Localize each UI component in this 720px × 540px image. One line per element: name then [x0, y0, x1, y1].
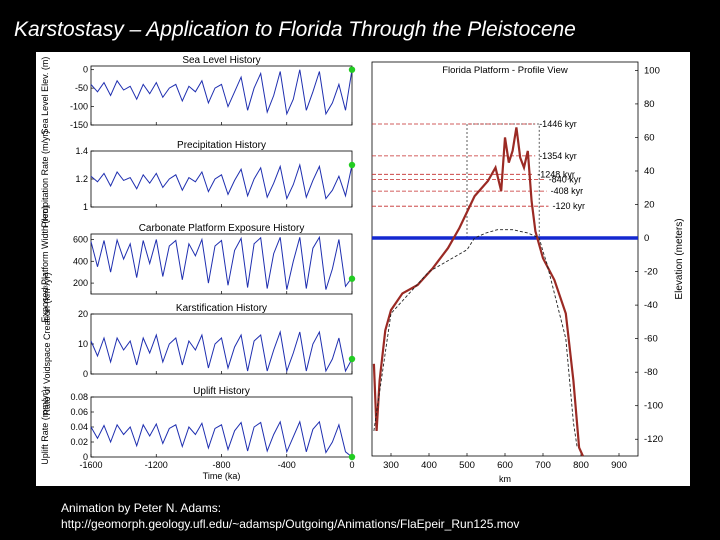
initial-profile-line — [373, 229, 578, 448]
x-axis-label: km — [499, 474, 511, 484]
x-tick-label: -1200 — [145, 460, 168, 470]
y-axis-label: Elevation (meters) — [674, 218, 685, 299]
figure-panel: Sea Level History 0 -50 -100 -150 Sea Level E… — [36, 52, 690, 486]
history-panel-1: Sea Level History 0 -50 -100 -150 Sea Level E… — [40, 55, 356, 135]
y-tick-label: -20 — [644, 267, 658, 278]
y-axis-label: Sea Level Elev. (m) — [40, 57, 50, 135]
highstand-label: -840 kyr — [549, 174, 582, 184]
y-axis-label: Rate of Voidspace Creation (km³/yr) — [42, 272, 52, 415]
y-tick-label: 20 — [78, 309, 88, 319]
y-tick-label: -100 — [644, 401, 663, 412]
panel-title: Uplift History — [193, 386, 250, 397]
history-panel-5: Uplift History 0.08 0.06 0.04 0.02 0 Uplift Ra… — [40, 386, 356, 481]
panel-frame — [90, 150, 353, 208]
x-tick-label: 500 — [459, 460, 475, 471]
highstand-label: -1446 kyr — [539, 119, 577, 129]
series-line — [90, 163, 353, 201]
y-axis-label: Exposed Platform Width (km) — [40, 205, 50, 322]
y-tick-label: 20 — [644, 200, 655, 211]
y-tick-label: 0.04 — [70, 422, 88, 432]
current-time-marker — [348, 275, 356, 282]
current-profile-line — [372, 127, 584, 457]
y-tick-label: 0 — [644, 233, 649, 244]
x-axis-label: Time (ka) — [203, 471, 241, 481]
y-tick-label: 0 — [83, 369, 88, 379]
x-tick-label: 900 — [611, 460, 627, 471]
panel-frame — [90, 65, 353, 126]
x-tick-label: 800 — [573, 460, 589, 471]
y-tick-label: 200 — [73, 278, 88, 288]
y-tick-label: 1.4 — [75, 146, 88, 156]
y-tick-label: -50 — [75, 83, 88, 93]
figure-canvas: Sea Level History 0 -50 -100 -150 Sea Level E… — [40, 55, 685, 484]
panel-frame — [90, 396, 353, 458]
x-tick-label: -1600 — [79, 460, 102, 470]
series-line — [90, 330, 353, 373]
panel-title: Karstification History — [176, 303, 267, 314]
y-tick-label: -40 — [644, 300, 658, 311]
y-tick-label: -120 — [644, 434, 663, 445]
x-tick-label: 0 — [349, 460, 354, 470]
series-line — [90, 235, 353, 290]
y-tick-label: 0.02 — [70, 437, 88, 447]
y-tick-label: 0.06 — [70, 407, 88, 417]
x-tick-label: -800 — [212, 460, 230, 470]
y-tick-label: -60 — [644, 334, 658, 345]
y-tick-label: 100 — [644, 65, 660, 76]
profile-frame — [371, 61, 639, 457]
y-tick-label: 400 — [73, 256, 88, 266]
credit-author: Animation by Peter N. Adams: — [61, 501, 222, 515]
panel-title: Sea Level History — [182, 55, 260, 66]
y-tick-label: 1 — [83, 202, 88, 212]
series-line — [90, 420, 353, 458]
panel-title: Precipitation History — [177, 140, 266, 151]
history-panel-4: Karstification History 20 10 0 Rate of Voids… — [42, 272, 356, 416]
y-tick-label: 40 — [644, 166, 655, 177]
y-tick-label: 0.08 — [70, 392, 88, 402]
y-tick-label: 60 — [644, 132, 655, 143]
current-time-marker — [348, 355, 356, 363]
x-tick-label: -400 — [278, 460, 296, 470]
y-tick-label: -100 — [70, 102, 88, 112]
slide-title: Karstostasy – Application to Florida Thr… — [14, 18, 576, 41]
profile-title: Florida Platform - Profile View — [442, 65, 568, 76]
x-tick-label: 300 — [383, 460, 399, 471]
history-panel-2: Precipitation History 1.4 1.2 1 Precipitatio… — [40, 130, 356, 228]
highstand-label: -1354 kyr — [539, 151, 577, 161]
highstand-label: -1248 kyr — [537, 169, 575, 179]
current-time-marker — [348, 161, 356, 169]
y-tick-label: 600 — [73, 234, 88, 244]
y-tick-label: 10 — [78, 339, 88, 349]
series-line — [90, 69, 353, 116]
x-tick-label: 600 — [497, 460, 513, 471]
x-tick-label: 400 — [421, 460, 437, 471]
y-tick-label: 80 — [644, 99, 655, 110]
y-axis-label: Uplift Rate (mm/yr) — [40, 389, 50, 465]
highstand-label: -408 kyr — [551, 186, 584, 196]
history-panel-3: Carbonate Platform Exposure History 600 40… — [40, 205, 356, 323]
y-tick-label: 1.2 — [75, 174, 88, 184]
panel-title: Carbonate Platform Exposure History — [139, 223, 305, 234]
y-axis-label: Precipitation Rate (m/yr) — [40, 130, 50, 227]
y-tick-label: -150 — [70, 120, 88, 130]
y-tick-label: 0 — [83, 452, 88, 462]
animation-credit: Animation by Peter N. Adams: http://geom… — [61, 500, 519, 532]
highstand-label: -120 kyr — [553, 201, 586, 211]
current-time-marker — [348, 66, 356, 73]
initial-highstand-box — [466, 123, 540, 239]
current-time-marker — [348, 453, 356, 461]
y-tick-label: -80 — [644, 367, 658, 378]
y-tick-label: 0 — [83, 65, 88, 75]
credit-url: http://geomorph.geology.ufl.edu/~adamsp/… — [61, 517, 520, 531]
profile-view-chart: Florida Platform - Profile View 100 80 60 40… — [371, 61, 685, 484]
x-tick-label: 700 — [535, 460, 551, 471]
